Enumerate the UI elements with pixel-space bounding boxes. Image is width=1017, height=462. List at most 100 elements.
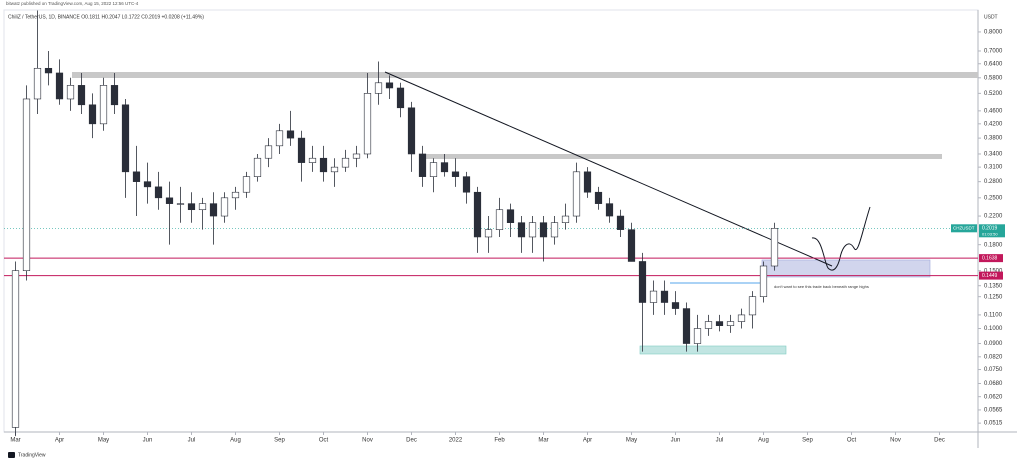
y-tick-label: 0.3100 bbox=[984, 165, 1003, 171]
y-tick-label: 0.1000 bbox=[984, 326, 1003, 332]
footer-logo bbox=[8, 452, 15, 458]
candle-body bbox=[737, 314, 746, 322]
candle-body bbox=[231, 191, 240, 199]
candle-body bbox=[374, 82, 383, 94]
candle-body bbox=[121, 104, 130, 173]
x-tick-label: Jun bbox=[143, 438, 153, 444]
candle-body bbox=[44, 67, 53, 74]
resistance-zone bbox=[420, 154, 942, 159]
candle-body bbox=[583, 171, 592, 193]
candle-body bbox=[660, 290, 669, 303]
candle-body bbox=[198, 203, 207, 211]
y-tick-label: 0.7000 bbox=[984, 49, 1003, 55]
y-tick-label: 0.1100 bbox=[984, 312, 1003, 318]
candle-body bbox=[341, 157, 350, 168]
symbol-marker bbox=[951, 224, 977, 233]
x-tick-label: Nov bbox=[362, 438, 373, 444]
candle-body bbox=[132, 171, 141, 182]
level-label: 0.1638 bbox=[982, 255, 998, 261]
candle-body bbox=[682, 308, 691, 344]
candle-body bbox=[22, 98, 31, 271]
candle-body bbox=[517, 222, 526, 238]
countdown: 01:03:50 bbox=[982, 231, 998, 236]
candle-body bbox=[440, 162, 449, 173]
candle-body bbox=[33, 67, 42, 100]
candle-body bbox=[462, 176, 471, 193]
candle-body bbox=[451, 171, 460, 177]
candle-body bbox=[429, 162, 438, 177]
candle-body bbox=[297, 137, 306, 163]
candle-body bbox=[308, 157, 317, 163]
candle-body bbox=[627, 229, 636, 262]
candle-body bbox=[110, 85, 119, 106]
y-tick-label: 0.1800 bbox=[984, 242, 1003, 248]
y-tick-label: 0.3400 bbox=[984, 152, 1003, 158]
candle-body bbox=[253, 157, 262, 177]
candle-body bbox=[264, 145, 273, 159]
candle-body bbox=[187, 203, 196, 211]
x-tick-label: Jul bbox=[716, 438, 724, 444]
annotation: don't want to see this trade back beneat… bbox=[774, 284, 869, 289]
x-tick-label: Mar bbox=[10, 438, 20, 444]
candle-body bbox=[154, 186, 163, 199]
candle-body bbox=[66, 85, 75, 100]
x-tick-label: Sep bbox=[274, 438, 285, 444]
y-tick-label: 0.1500 bbox=[984, 268, 1003, 274]
candle-body bbox=[396, 87, 405, 109]
candle-body bbox=[495, 209, 504, 230]
x-tick-label: Sep bbox=[802, 438, 813, 444]
candle-body bbox=[11, 270, 20, 428]
symbol-label: CHZUSDT bbox=[953, 225, 975, 230]
candle-body bbox=[319, 157, 328, 173]
candle-body bbox=[176, 203, 185, 205]
candle-body bbox=[165, 197, 174, 204]
candle-body bbox=[209, 203, 218, 217]
candle-body bbox=[528, 222, 537, 238]
trend-line bbox=[384, 71, 833, 267]
candle-body bbox=[275, 130, 284, 147]
x-tick-label: Mar bbox=[538, 438, 548, 444]
level-label: 0.1449 bbox=[982, 273, 998, 279]
x-tick-label: Feb bbox=[494, 438, 505, 444]
candle-body bbox=[77, 85, 86, 106]
x-tick-label: Dec bbox=[406, 438, 417, 444]
x-tick-label: May bbox=[626, 438, 637, 444]
candle-body bbox=[99, 85, 108, 125]
x-tick-label: Jun bbox=[671, 438, 681, 444]
level-marker bbox=[979, 271, 1003, 280]
candle-body bbox=[55, 72, 64, 100]
candle-body bbox=[704, 321, 713, 329]
x-tick-label: Dec bbox=[934, 438, 945, 444]
candle-body bbox=[418, 153, 427, 177]
y-tick-label: 0.4200 bbox=[984, 121, 1003, 127]
candle-body bbox=[561, 215, 570, 223]
candle-body bbox=[88, 104, 97, 125]
candle-body bbox=[385, 82, 394, 89]
x-tick-label: Apr bbox=[583, 438, 592, 444]
footer: TradingView bbox=[18, 452, 46, 458]
y-tick-label: 0.0750 bbox=[984, 367, 1003, 373]
x-tick-label: Aug bbox=[758, 438, 769, 444]
candle-body bbox=[330, 166, 339, 173]
x-tick-label: 2022 bbox=[449, 438, 463, 444]
candle-body bbox=[242, 176, 251, 193]
candle-body bbox=[605, 203, 614, 217]
range-box bbox=[761, 259, 931, 278]
currency: USDT bbox=[984, 14, 998, 20]
candle-body bbox=[286, 130, 295, 139]
candle-body bbox=[671, 302, 680, 309]
candle-body bbox=[638, 261, 647, 303]
candle-body bbox=[748, 296, 757, 316]
candle-body bbox=[715, 321, 724, 326]
y-tick-label: 0.8000 bbox=[984, 30, 1003, 36]
x-tick-label: Jul bbox=[188, 438, 196, 444]
y-tick-label: 0.1350 bbox=[984, 283, 1003, 289]
candle-body bbox=[473, 191, 482, 238]
x-tick-label: Oct bbox=[847, 438, 857, 444]
candle-body bbox=[770, 227, 779, 267]
candle-body bbox=[484, 229, 493, 238]
level-marker bbox=[979, 254, 1003, 263]
